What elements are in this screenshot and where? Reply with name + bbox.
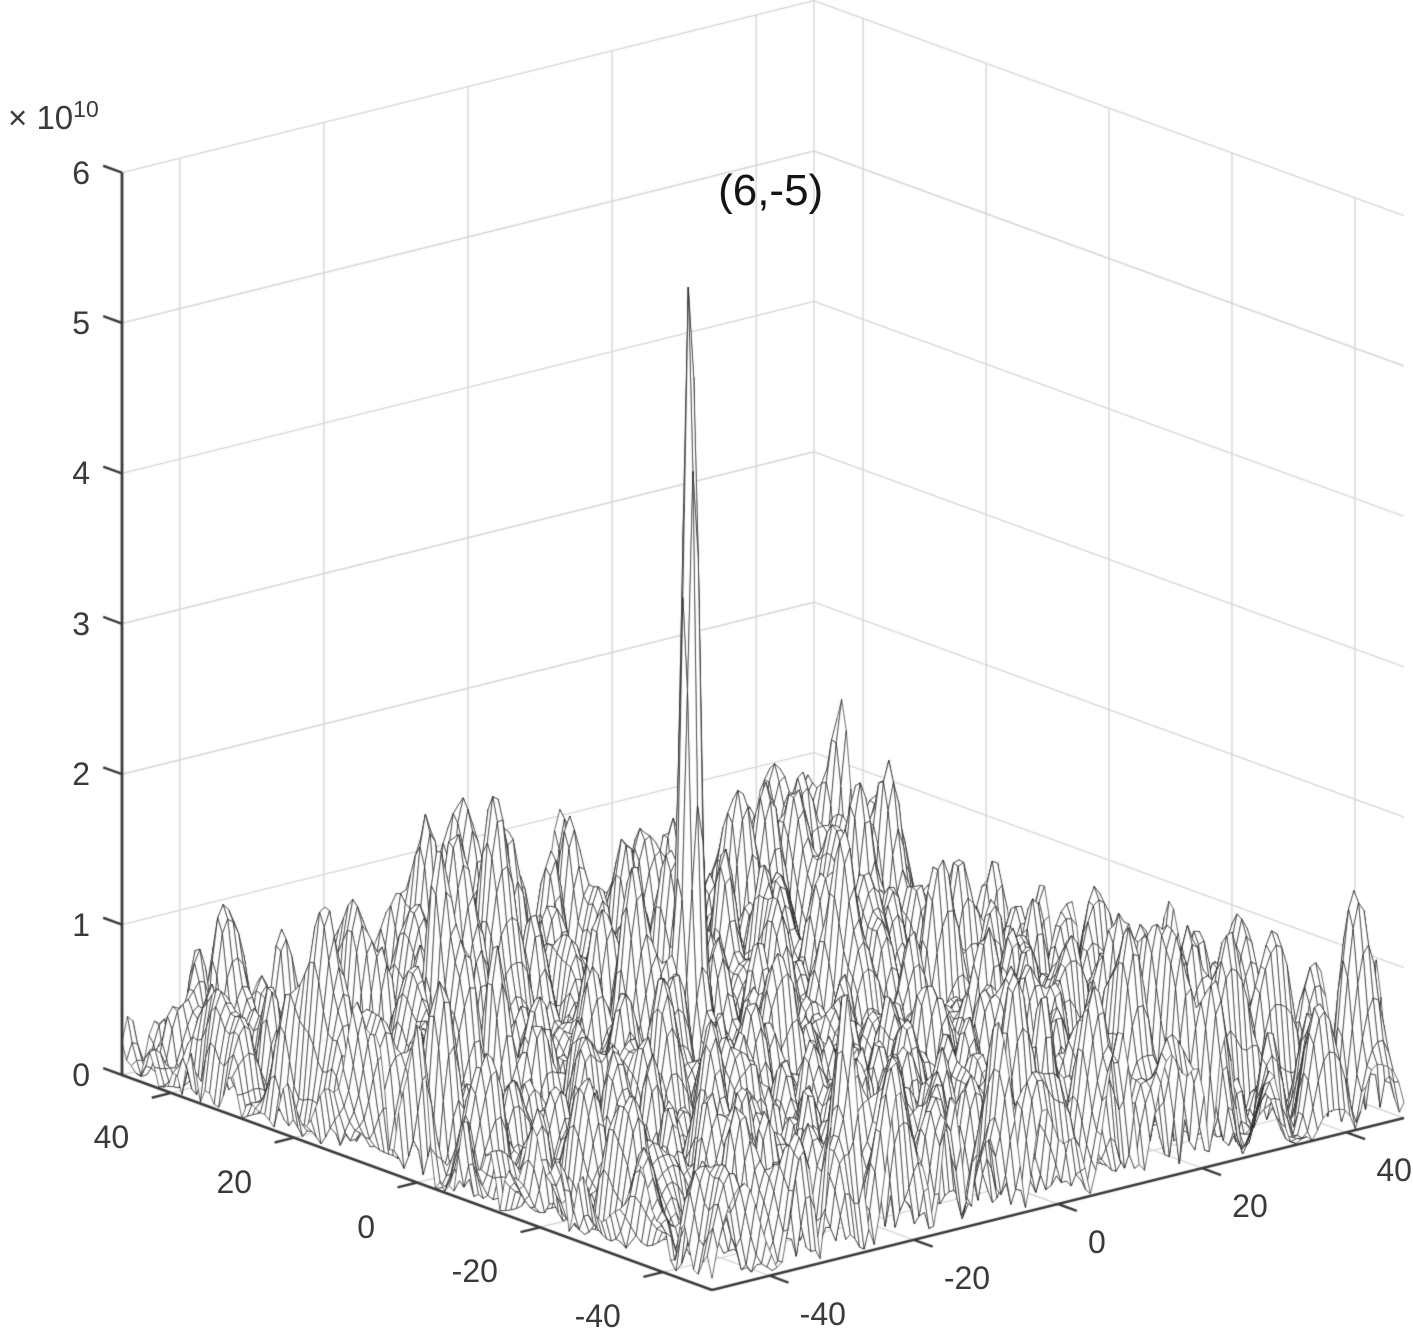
z-axis-tick-label: 4 (72, 455, 90, 492)
z-axis-tick-label: 1 (72, 906, 90, 943)
z-axis-exponent-label: × 1010 (8, 96, 99, 137)
y-axis-tick-label: 40 (1376, 1152, 1412, 1189)
x-axis-tick-label: 0 (357, 1208, 375, 1245)
z-axis-tick-label: 3 (72, 605, 90, 642)
x-axis-tick-label: -20 (451, 1253, 498, 1290)
y-axis-tick-label: -40 (799, 1295, 846, 1329)
x-axis-tick-label: 20 (216, 1163, 253, 1200)
x-axis-tick-label: 40 (93, 1118, 130, 1155)
peak-annotation: (6,-5) (718, 165, 824, 215)
z-exponent-power: 10 (73, 96, 99, 122)
y-axis-tick-label: -20 (943, 1259, 991, 1296)
z-axis-tick-label: 2 (72, 756, 90, 793)
z-axis-tick-label: 6 (72, 154, 90, 191)
y-axis-tick-label: 0 (1088, 1224, 1106, 1260)
y-axis-tick-label: 20 (1232, 1188, 1268, 1225)
z-axis-tick-label: 0 (72, 1057, 90, 1093)
z-axis-tick-label: 5 (72, 305, 90, 341)
z-exponent-base: × 10 (8, 99, 74, 136)
x-axis-tick-label: -40 (574, 1298, 621, 1329)
